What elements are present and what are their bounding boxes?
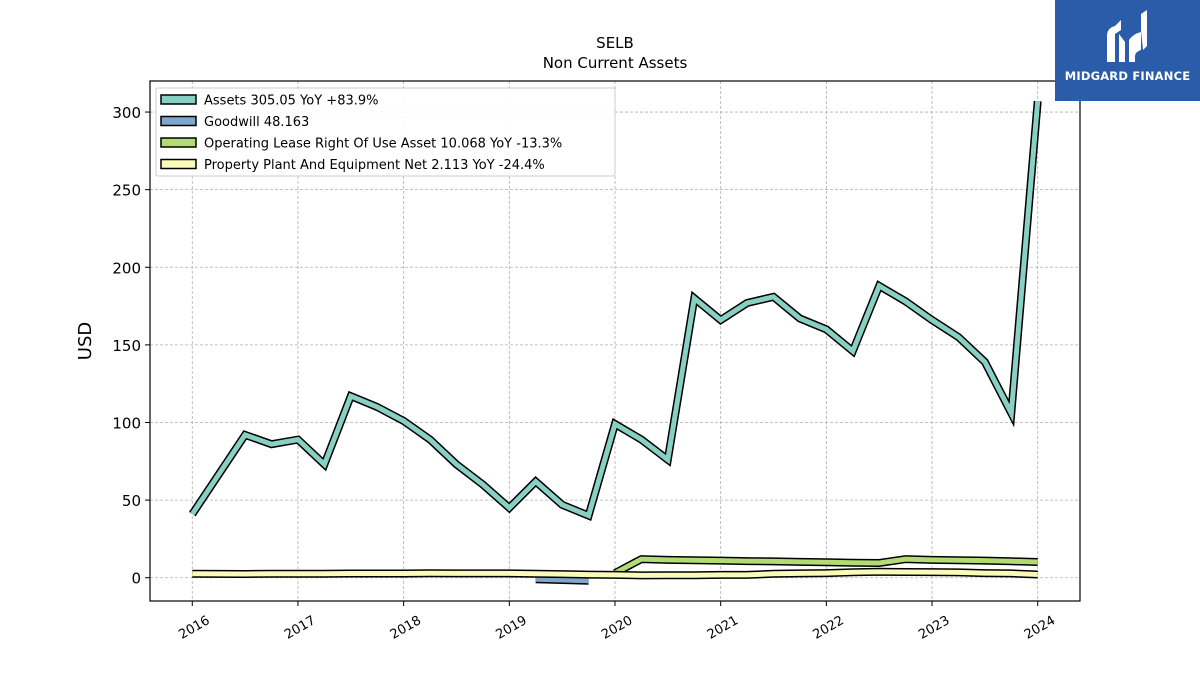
chart-title: SELB [596,34,634,52]
x-tick-label: 2017 [282,613,318,643]
x-tick-label: 2022 [811,613,847,643]
legend: Assets 305.05 YoY +83.9% Goodwill 48.163 O… [155,87,616,177]
logo-text: MIDGARD FINANCE [1064,69,1191,83]
legend-swatch [160,94,197,105]
x-tick-label: 2020 [599,613,635,643]
legend-swatch [160,115,197,127]
legend-swatch [160,137,197,148]
y-tick-label: 100 [112,414,141,432]
y-tick-label: 250 [112,182,141,200]
series-line [535,576,589,584]
chart-subtitle: Non Current Assets [543,54,688,72]
series-line [190,100,1041,519]
x-tick-label: 2024 [1022,613,1058,643]
y-tick-label: 300 [112,104,141,122]
series-lines [188,100,1042,585]
y-tick-label: 0 [131,570,141,588]
series-line [613,556,1038,576]
x-tick-label: 2019 [493,613,529,643]
legend-label: Operating Lease Right Of Use Asset 10.06… [204,137,562,152]
y-axis-label: USD [75,322,96,360]
midgard-finance-logo: MIDGARD FINANCE [1055,0,1200,101]
series-line [192,569,1038,578]
y-tick-label: 200 [112,259,141,277]
legend-box [155,87,616,177]
x-tick-label: 2023 [916,613,952,643]
x-tick-label: 2021 [705,613,741,643]
legend-swatch [160,158,197,170]
x-tick-label: 2016 [176,613,212,643]
x-tick-label: 2018 [388,613,424,643]
logo-mark-icon [1107,10,1147,62]
y-tick-label: 50 [122,492,141,510]
y-tick-label: 150 [112,337,141,355]
legend-label: Goodwill 48.163 [204,115,309,130]
legend-label: Assets 305.05 YoY +83.9% [204,94,379,109]
legend-label: Property Plant And Equipment Net 2.113 Y… [204,158,545,173]
